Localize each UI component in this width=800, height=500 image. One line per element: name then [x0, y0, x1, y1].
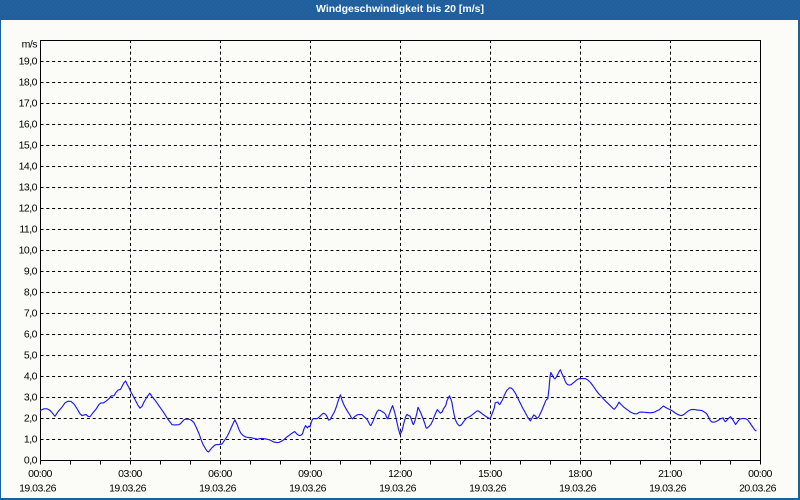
svg-text:21:00: 21:00	[658, 468, 682, 480]
svg-text:19.03.26: 19.03.26	[199, 483, 237, 495]
svg-text:19.03.26: 19.03.26	[289, 483, 327, 495]
svg-text:3,0: 3,0	[24, 392, 38, 404]
svg-text:0,0: 0,0	[24, 455, 38, 467]
svg-text:19.03.26: 19.03.26	[19, 483, 57, 495]
svg-text:7,0: 7,0	[24, 308, 38, 320]
svg-text:2,0: 2,0	[24, 413, 38, 425]
svg-text:4,0: 4,0	[24, 371, 38, 383]
svg-text:5,0: 5,0	[24, 350, 38, 362]
svg-text:00:00: 00:00	[748, 468, 772, 480]
svg-text:15,0: 15,0	[19, 140, 38, 152]
svg-text:12:00: 12:00	[388, 468, 412, 480]
svg-text:9,0: 9,0	[24, 266, 38, 278]
svg-text:6,0: 6,0	[24, 329, 38, 341]
svg-text:19.03.26: 19.03.26	[109, 483, 147, 495]
svg-text:19,0: 19,0	[19, 56, 38, 68]
svg-text:18,0: 18,0	[19, 77, 38, 89]
svg-text:19.03.26: 19.03.26	[649, 483, 687, 495]
svg-text:19.03.26: 19.03.26	[559, 483, 597, 495]
svg-text:20.03.26: 20.03.26	[739, 483, 777, 495]
svg-text:16,0: 16,0	[19, 119, 38, 131]
svg-text:19.03.26: 19.03.26	[469, 483, 507, 495]
svg-text:00:00: 00:00	[28, 468, 52, 480]
svg-text:13,0: 13,0	[19, 182, 38, 194]
svg-text:14,0: 14,0	[19, 161, 38, 173]
svg-text:17,0: 17,0	[19, 98, 38, 110]
svg-text:09:00: 09:00	[298, 468, 322, 480]
svg-text:19.03.26: 19.03.26	[379, 483, 417, 495]
svg-text:8,0: 8,0	[24, 287, 38, 299]
svg-text:03:00: 03:00	[118, 468, 142, 480]
svg-text:18:00: 18:00	[568, 468, 592, 480]
svg-text:15:00: 15:00	[478, 468, 502, 480]
svg-text:10,0: 10,0	[19, 245, 38, 257]
svg-text:11,0: 11,0	[19, 224, 37, 236]
svg-text:m/s: m/s	[22, 39, 38, 51]
svg-text:12,0: 12,0	[19, 203, 38, 215]
svg-text:06:00: 06:00	[208, 468, 232, 480]
svg-text:1,0: 1,0	[24, 434, 38, 446]
